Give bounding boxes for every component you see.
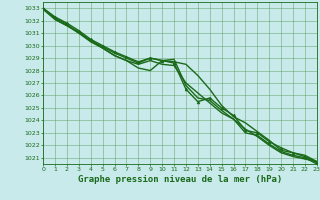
X-axis label: Graphe pression niveau de la mer (hPa): Graphe pression niveau de la mer (hPa) bbox=[78, 175, 282, 184]
